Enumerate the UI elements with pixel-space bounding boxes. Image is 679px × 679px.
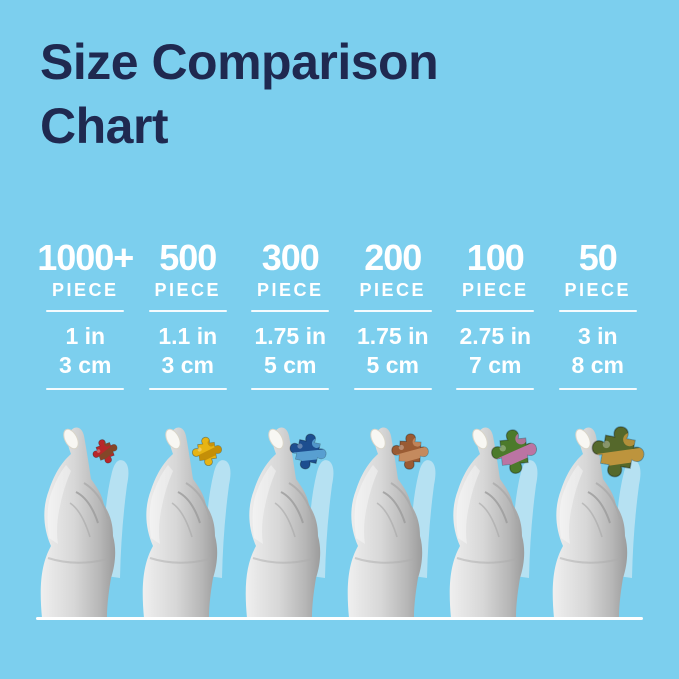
size-centimeters: 3 cm [161,352,214,378]
size-column-50-piece: 50 PIECE 3 in 8 cm [547,238,650,390]
size-column-200-piece: 200 PIECE 1.75 in 5 cm [342,238,445,390]
divider-line [558,310,637,312]
piece-count-unit: PIECE [461,280,529,300]
piece-count: 300 [261,237,320,278]
divider-line [46,310,125,312]
size-centimeters: 8 cm [571,352,624,378]
puzzle-piece-200 [390,432,430,471]
puzzle-piece-50 [587,421,649,482]
size-centimeters: 5 cm [366,352,419,378]
divider-line [148,388,227,390]
puzzle-piece-1000 [88,435,122,468]
divider-line [456,310,535,312]
piece-count: 500 [159,237,217,278]
divider-line [251,310,330,312]
piece-count-unit: PIECE [359,280,427,300]
piece-count-unit: PIECE [154,280,222,300]
piece-count: 50 [578,237,618,278]
puzzle-piece-100 [488,427,540,477]
piece-count-unit: PIECE [256,280,324,300]
size-inches: 1 in [65,323,106,349]
bottom-divider-line [36,617,643,620]
piece-count: 200 [364,237,422,278]
puzzle-piece-500 [190,434,225,469]
size-inches: 3 in [577,323,618,349]
divider-line [353,388,432,390]
size-inches: 1.75 in [356,323,429,349]
title-line-1: Size Comparison [40,34,439,90]
piece-count-unit: PIECE [564,280,632,300]
page-title: Size Comparison Chart [40,30,439,158]
size-inches: 2.75 in [459,323,532,349]
size-inches: 1.1 in [158,323,218,349]
divider-line [148,310,227,312]
piece-count: 100 [466,237,525,278]
divider-line [456,388,535,390]
size-column-100-piece: 100 PIECE 2.75 in 7 cm [444,238,547,390]
size-column-500-piece: 500 PIECE 1.1 in 3 cm [137,238,240,390]
size-centimeters: 5 cm [264,352,317,378]
divider-line [46,388,125,390]
size-comparison-table: 1000+ PIECE 1 in 3 cm 500 PIECE 1.1 in 3… [34,238,649,390]
piece-count-unit: PIECE [51,280,119,300]
piece-count: 1000+ [37,237,134,278]
divider-line [353,310,432,312]
size-inches: 1.75 in [254,323,327,349]
size-centimeters: 3 cm [59,352,112,378]
puzzle-piece-300 [285,429,330,474]
size-column-1000-piece: 1000+ PIECE 1 in 3 cm [34,238,137,390]
divider-line [251,388,330,390]
title-line-2: Chart [40,98,169,154]
size-column-300-piece: 300 PIECE 1.75 in 5 cm [239,238,342,390]
size-centimeters: 7 cm [469,352,522,378]
divider-line [558,388,637,390]
